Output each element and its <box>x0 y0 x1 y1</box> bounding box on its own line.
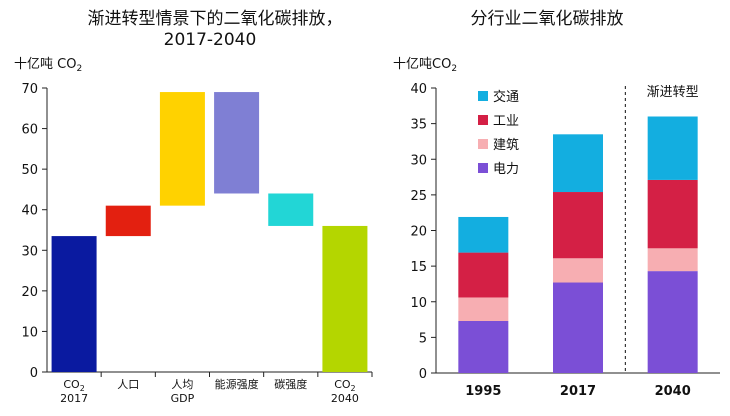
legend-label: 建筑 <box>493 137 519 153</box>
left-y-unit-subscript: 2 <box>76 64 82 74</box>
category-label-subscript: 2 <box>351 384 356 393</box>
right-x-category-label: 1995 <box>465 384 501 399</box>
left-x-category-label: CO2 <box>334 378 355 393</box>
legend-swatch <box>478 139 488 149</box>
waterfall-bar <box>51 236 97 372</box>
right-y-tick-label: 30 <box>410 153 427 168</box>
right-chart-title: 分行业二氧化碳排放 <box>471 9 624 29</box>
right-y-unit-subscript: 2 <box>451 64 457 74</box>
right-y-tick-label: 5 <box>419 331 427 346</box>
right-y-tick-label: 25 <box>410 189 427 204</box>
left-x-category-label: 碳强度 <box>274 377 307 391</box>
right-x-category-label: 2017 <box>560 384 596 399</box>
left-y-tick-label: 0 <box>30 366 38 381</box>
waterfall-bar <box>268 193 314 226</box>
left-chart-title: 渐进转型情景下的二氧化碳排放， <box>88 9 343 29</box>
waterfall-bar <box>159 92 205 206</box>
stacked-bar-segment <box>458 216 509 253</box>
right-y-tick-label: 0 <box>419 367 427 382</box>
left-x-category-label-line2: 2040 <box>331 392 359 405</box>
left-y-unit-text: 十亿吨 CO <box>14 57 76 72</box>
stacked-bar-segment <box>647 116 698 180</box>
stacked-bar-segment <box>553 192 603 259</box>
right-y-tick-label: 10 <box>410 296 427 311</box>
stacked-bar-segment <box>458 320 509 373</box>
left-y-tick-label: 70 <box>21 82 38 97</box>
left-x-category-label-line2: 2017 <box>60 392 88 405</box>
left-x-category-label: 能源强度 <box>215 377 259 391</box>
waterfall-bar <box>322 225 368 372</box>
left-x-category-label-line2: GDP <box>171 392 195 405</box>
right-y-tick-label: 15 <box>410 260 427 275</box>
stacked-bar-segment <box>647 271 698 373</box>
category-label-text: CO <box>334 378 351 391</box>
stacked-bar-segment <box>553 282 603 373</box>
legend-label: 电力 <box>493 162 519 177</box>
waterfall-bar <box>214 92 260 194</box>
left-y-tick-label: 50 <box>21 163 38 178</box>
right-y-unit-label: 十亿吨CO2 <box>393 57 457 74</box>
left-x-category-label: 人均 <box>171 378 193 391</box>
left-y-tick-label: 20 <box>21 285 38 300</box>
left-y-tick-label: 60 <box>21 123 38 138</box>
legend-swatch <box>478 163 488 173</box>
legend-swatch <box>478 115 488 125</box>
left-y-tick-label: 10 <box>21 325 38 340</box>
stacked-bar-segment <box>647 179 698 249</box>
right-y-tick-label: 35 <box>410 118 427 133</box>
category-label-text: 人均 <box>171 378 193 391</box>
category-label-text: 碳强度 <box>274 377 307 391</box>
left-y-tick-label: 40 <box>21 204 38 219</box>
category-label-text: 人口 <box>117 378 139 391</box>
category-label-text: CO <box>63 378 80 391</box>
stacked-bar-segment <box>553 134 603 193</box>
waterfall-chart: 渐进转型情景下的二氧化碳排放， 2017-2040 十亿吨 CO2 010203… <box>14 9 373 405</box>
stacked-bar-segment <box>458 297 509 321</box>
right-y-unit-text: 十亿吨CO <box>393 57 451 72</box>
stacked-bar-segment <box>458 252 509 298</box>
left-x-category-label: 人口 <box>117 378 139 391</box>
stacked-bar-segment <box>553 258 603 283</box>
legend-swatch <box>478 91 488 101</box>
stacked-bar-segment <box>647 248 698 272</box>
legend-label: 交通 <box>493 89 519 105</box>
right-x-category-label: 2040 <box>655 384 691 399</box>
category-label-text: 能源强度 <box>215 377 259 391</box>
category-label-subscript: 2 <box>80 384 85 393</box>
left-y-unit-label: 十亿吨 CO2 <box>14 57 82 74</box>
right-y-tick-label: 40 <box>410 82 427 97</box>
left-chart-subtitle: 2017-2040 <box>164 30 257 50</box>
legend-label: 工业 <box>493 114 519 129</box>
left-x-category-label: CO2 <box>63 378 84 393</box>
left-y-tick-label: 30 <box>21 244 38 259</box>
stacked-bar-chart: 分行业二氧化碳排放 十亿吨CO2 0 5 10 15 20 25 30 35 40 1995 201… <box>393 9 720 399</box>
scenario-annotation: 渐进转型 <box>647 85 699 100</box>
right-y-tick-label: 20 <box>410 225 427 240</box>
waterfall-bar <box>105 205 151 237</box>
